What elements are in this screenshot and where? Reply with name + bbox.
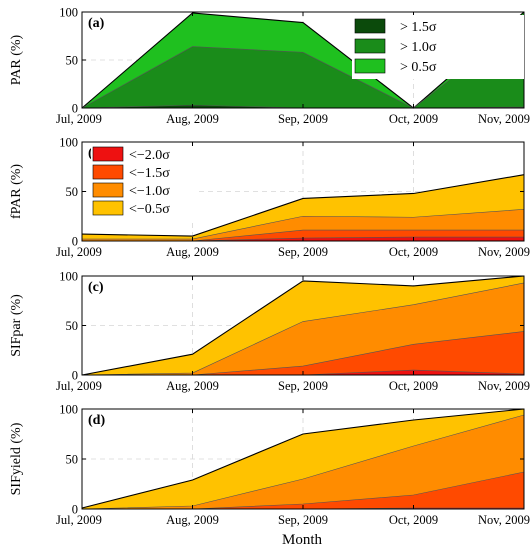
legend: <−2.0σ <−1.5σ <−1.0σ <−0.5σ [91, 146, 196, 220]
y-tick-label: 0 [72, 369, 78, 383]
legend-swatch [354, 18, 386, 34]
legend-label: <−0.5σ [129, 202, 170, 217]
x-tick-label: Jul, 2009 [56, 513, 102, 527]
series-area-2 [82, 472, 524, 509]
series-line-1 [81, 414, 525, 510]
x-tick-label: Nov, 2009 [478, 379, 530, 393]
x-tick-label: Jul, 2009 [56, 245, 102, 259]
panel-label: (a) [88, 16, 105, 31]
x-tick-label: Aug, 2009 [166, 112, 219, 126]
x-tick-label: Oct, 2009 [389, 112, 438, 126]
series-line-0 [81, 174, 525, 237]
series-line-0 [81, 275, 525, 376]
x-tick-label: Nov, 2009 [478, 513, 530, 527]
series-area-1 [82, 21, 524, 109]
legend-swatch [92, 182, 124, 198]
x-tick-label: Sep, 2009 [278, 245, 328, 259]
legend-label: <−1.5σ [129, 166, 170, 181]
legend: > 1.5σ > 1.0σ > 0.5σ [352, 15, 524, 79]
panel-label: (c) [88, 280, 104, 295]
legend-swatch [92, 146, 124, 162]
legend-swatch [92, 200, 124, 216]
y-tick-label: 100 [59, 270, 78, 284]
y-tick-label: 50 [66, 319, 79, 333]
legend-swatch [92, 164, 124, 180]
x-tick-label: Nov, 2009 [478, 245, 530, 259]
panel-b: 0 50 100 Jul, 2009 Aug, 2009 Sep, 2009 Oct, 20… [9, 136, 530, 260]
x-tick-label: Oct, 2009 [389, 379, 438, 393]
y-axis-title: PAR (%) [9, 34, 24, 85]
x-tick-label: Jul, 2009 [56, 379, 102, 393]
y-axis-title: fPAR (%) [9, 164, 24, 219]
x-tick-label: Aug, 2009 [166, 245, 219, 259]
x-tick-label: Nov, 2009 [478, 112, 530, 126]
y-tick-label: 100 [59, 403, 78, 417]
y-tick-label: 0 [72, 235, 78, 249]
y-tick-label: 100 [59, 6, 78, 20]
x-tick-label: Aug, 2009 [166, 379, 219, 393]
y-tick-label: 0 [72, 102, 78, 116]
legend-swatch [354, 38, 386, 54]
x-tick-label: Sep, 2009 [278, 513, 328, 527]
panel-a: 0 50 100 Jul, 2009 Aug, 2009 Sep, 2009 Oct, 20… [9, 6, 530, 127]
legend-label: <−1.0σ [129, 184, 170, 199]
x-axis-title: Month [282, 532, 323, 548]
legend-label: > 1.0σ [400, 40, 437, 55]
series-area-1 [82, 415, 524, 509]
y-tick-label: 50 [66, 185, 79, 199]
y-tick-label: 50 [66, 54, 79, 68]
y-tick-label: 100 [59, 136, 78, 150]
x-tick-label: Aug, 2009 [166, 513, 219, 527]
series-line-1 [81, 282, 525, 376]
legend-label: > 1.5σ [400, 20, 437, 35]
y-tick-label: 0 [72, 503, 78, 517]
panel-label: (d) [88, 413, 105, 428]
x-tick-label: Oct, 2009 [389, 513, 438, 527]
legend-label: <−2.0σ [129, 148, 170, 163]
series-area-2 [82, 331, 524, 375]
x-tick-label: Jul, 2009 [56, 112, 102, 126]
panel-d: 0 50 100 Jul, 2009 Aug, 2009 Sep, 2009 Oct, 20… [9, 403, 530, 528]
x-tick-label: Sep, 2009 [278, 112, 328, 126]
series-line-1 [82, 209, 525, 240]
y-axis-title: SIFyield (%) [9, 422, 24, 495]
legend-label: > 0.5σ [400, 60, 437, 75]
y-tick-label: 50 [66, 453, 79, 467]
series-line-0 [81, 408, 525, 509]
panel-c: 0 50 100 Jul, 2009 Aug, 2009 Sep, 2009 Oct, 20… [9, 270, 530, 394]
x-tick-label: Sep, 2009 [278, 379, 328, 393]
x-tick-label: Oct, 2009 [389, 245, 438, 259]
legend-swatch [354, 58, 386, 74]
y-axis-title: SIFpar (%) [9, 294, 24, 357]
series-line-1 [81, 21, 525, 109]
